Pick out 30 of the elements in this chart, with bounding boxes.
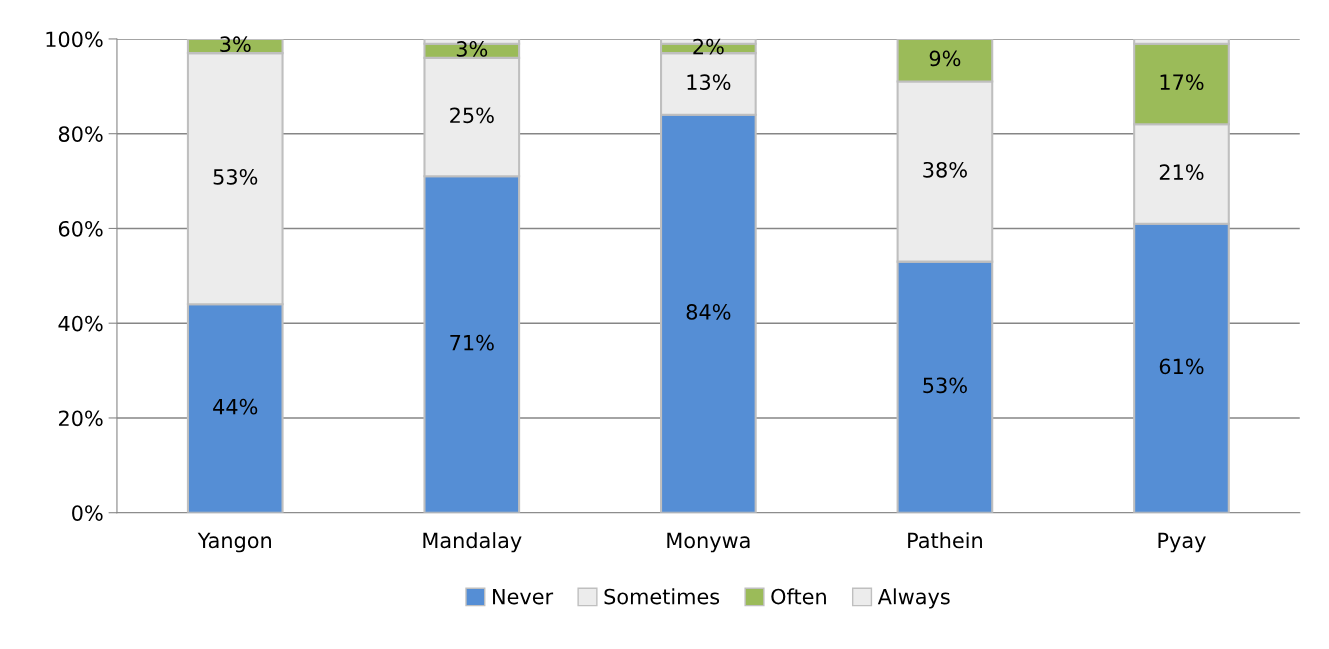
data-label: 71% [450,334,494,351]
legend-label: Never [493,588,554,605]
data-label: 44% [213,398,258,415]
x-tick-label: Yangon [197,532,271,553]
legend-label: Always [877,588,950,609]
y-tick-label: 40% [58,315,103,332]
data-label: 21% [1159,164,1204,181]
y-tick-label: 100% [46,31,103,48]
data-label: 61% [1159,358,1204,375]
y-tick-label: 80% [58,126,103,142]
y-tick-label: 0% [72,505,103,521]
x-tick-label: Monywa [667,532,750,553]
data-label: 38% [923,161,967,178]
y-tick-label: 20% [58,410,103,427]
data-label: 53% [213,168,258,185]
data-label: 2% [693,38,724,55]
data-label: 17% [1160,74,1204,90]
data-label: 3% [220,36,251,53]
data-label: 9% [929,50,961,67]
data-label: 53% [923,377,967,394]
x-tick-label: Pyay [1158,532,1206,553]
x-tick-label: Pathein [908,532,982,549]
legend-label: Sometimes [604,588,720,605]
x-tick-label: Mandalay [423,532,522,553]
y-tick-label: 60% [58,220,103,237]
data-label: 25% [450,107,494,124]
legend-label: Often [771,588,826,605]
data-label: 13% [687,74,731,90]
data-label: 84% [686,304,731,320]
data-label: 3% [456,41,488,57]
